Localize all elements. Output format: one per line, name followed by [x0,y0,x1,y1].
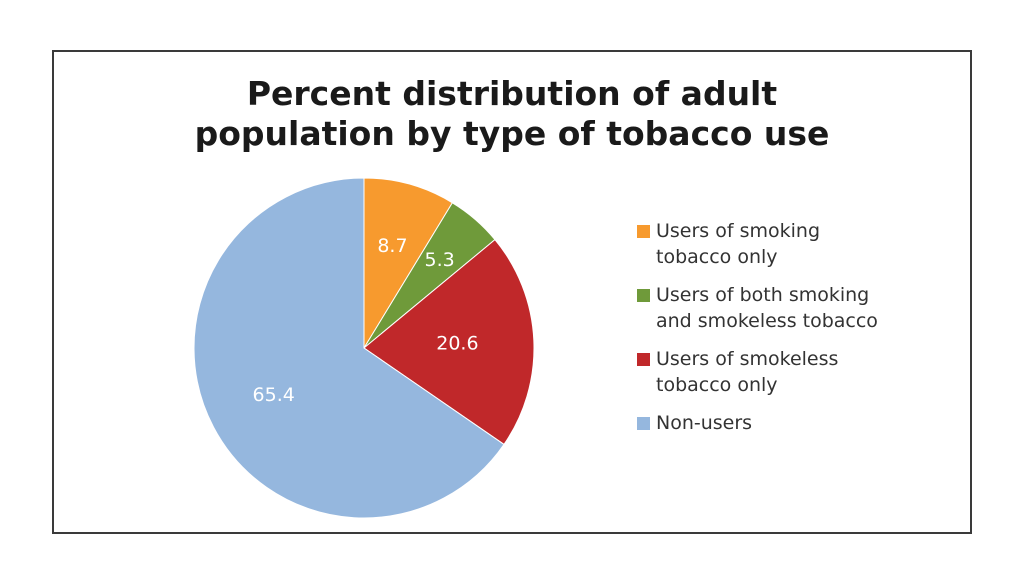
legend-item-both: Users of both smoking and smokeless toba… [637,282,967,334]
pie-slice-smoking-only [363,177,454,350]
legend-item-smoking-only: Users of smoking tobacco only [637,218,967,270]
legend-swatch-smoking-only [637,225,650,238]
legend-label-non-users: Non-users [656,412,753,434]
chart-legend: Users of smoking tobacco only Users of b… [637,218,967,448]
legend-label-both: Users of both smoking and smokeless toba… [656,284,878,332]
chart-title-line-1: Percent distribution of adult [246,74,778,113]
pie-slice-non-users [193,177,505,519]
legend-swatch-both [637,289,650,302]
chart-frame: Percent distribution of adult population… [52,50,972,534]
legend-label-smoking-only: Users of smoking tobacco only [656,220,821,268]
data-label-smoking-only: 8.7 [377,235,407,257]
legend-swatch-smokeless-only [637,353,650,366]
legend-item-non-users: Non-users [637,410,967,436]
data-label-both: 5.3 [425,249,455,271]
pie-slice-smokeless-only [363,238,535,446]
chart-title: Percent distribution of adult population… [54,74,970,154]
legend-label-smokeless-only: Users of smokeless tobacco only [656,348,839,396]
legend-swatch-non-users [637,417,650,430]
legend-item-smokeless-only: Users of smokeless tobacco only [637,346,967,398]
chart-title-line-2: population by type of tobacco use [194,114,830,153]
data-label-smokeless-only: 20.6 [436,332,478,354]
pie-chart: 8.7 5.3 20.6 65.4 [193,177,535,519]
data-label-non-users: 65.4 [253,384,295,406]
